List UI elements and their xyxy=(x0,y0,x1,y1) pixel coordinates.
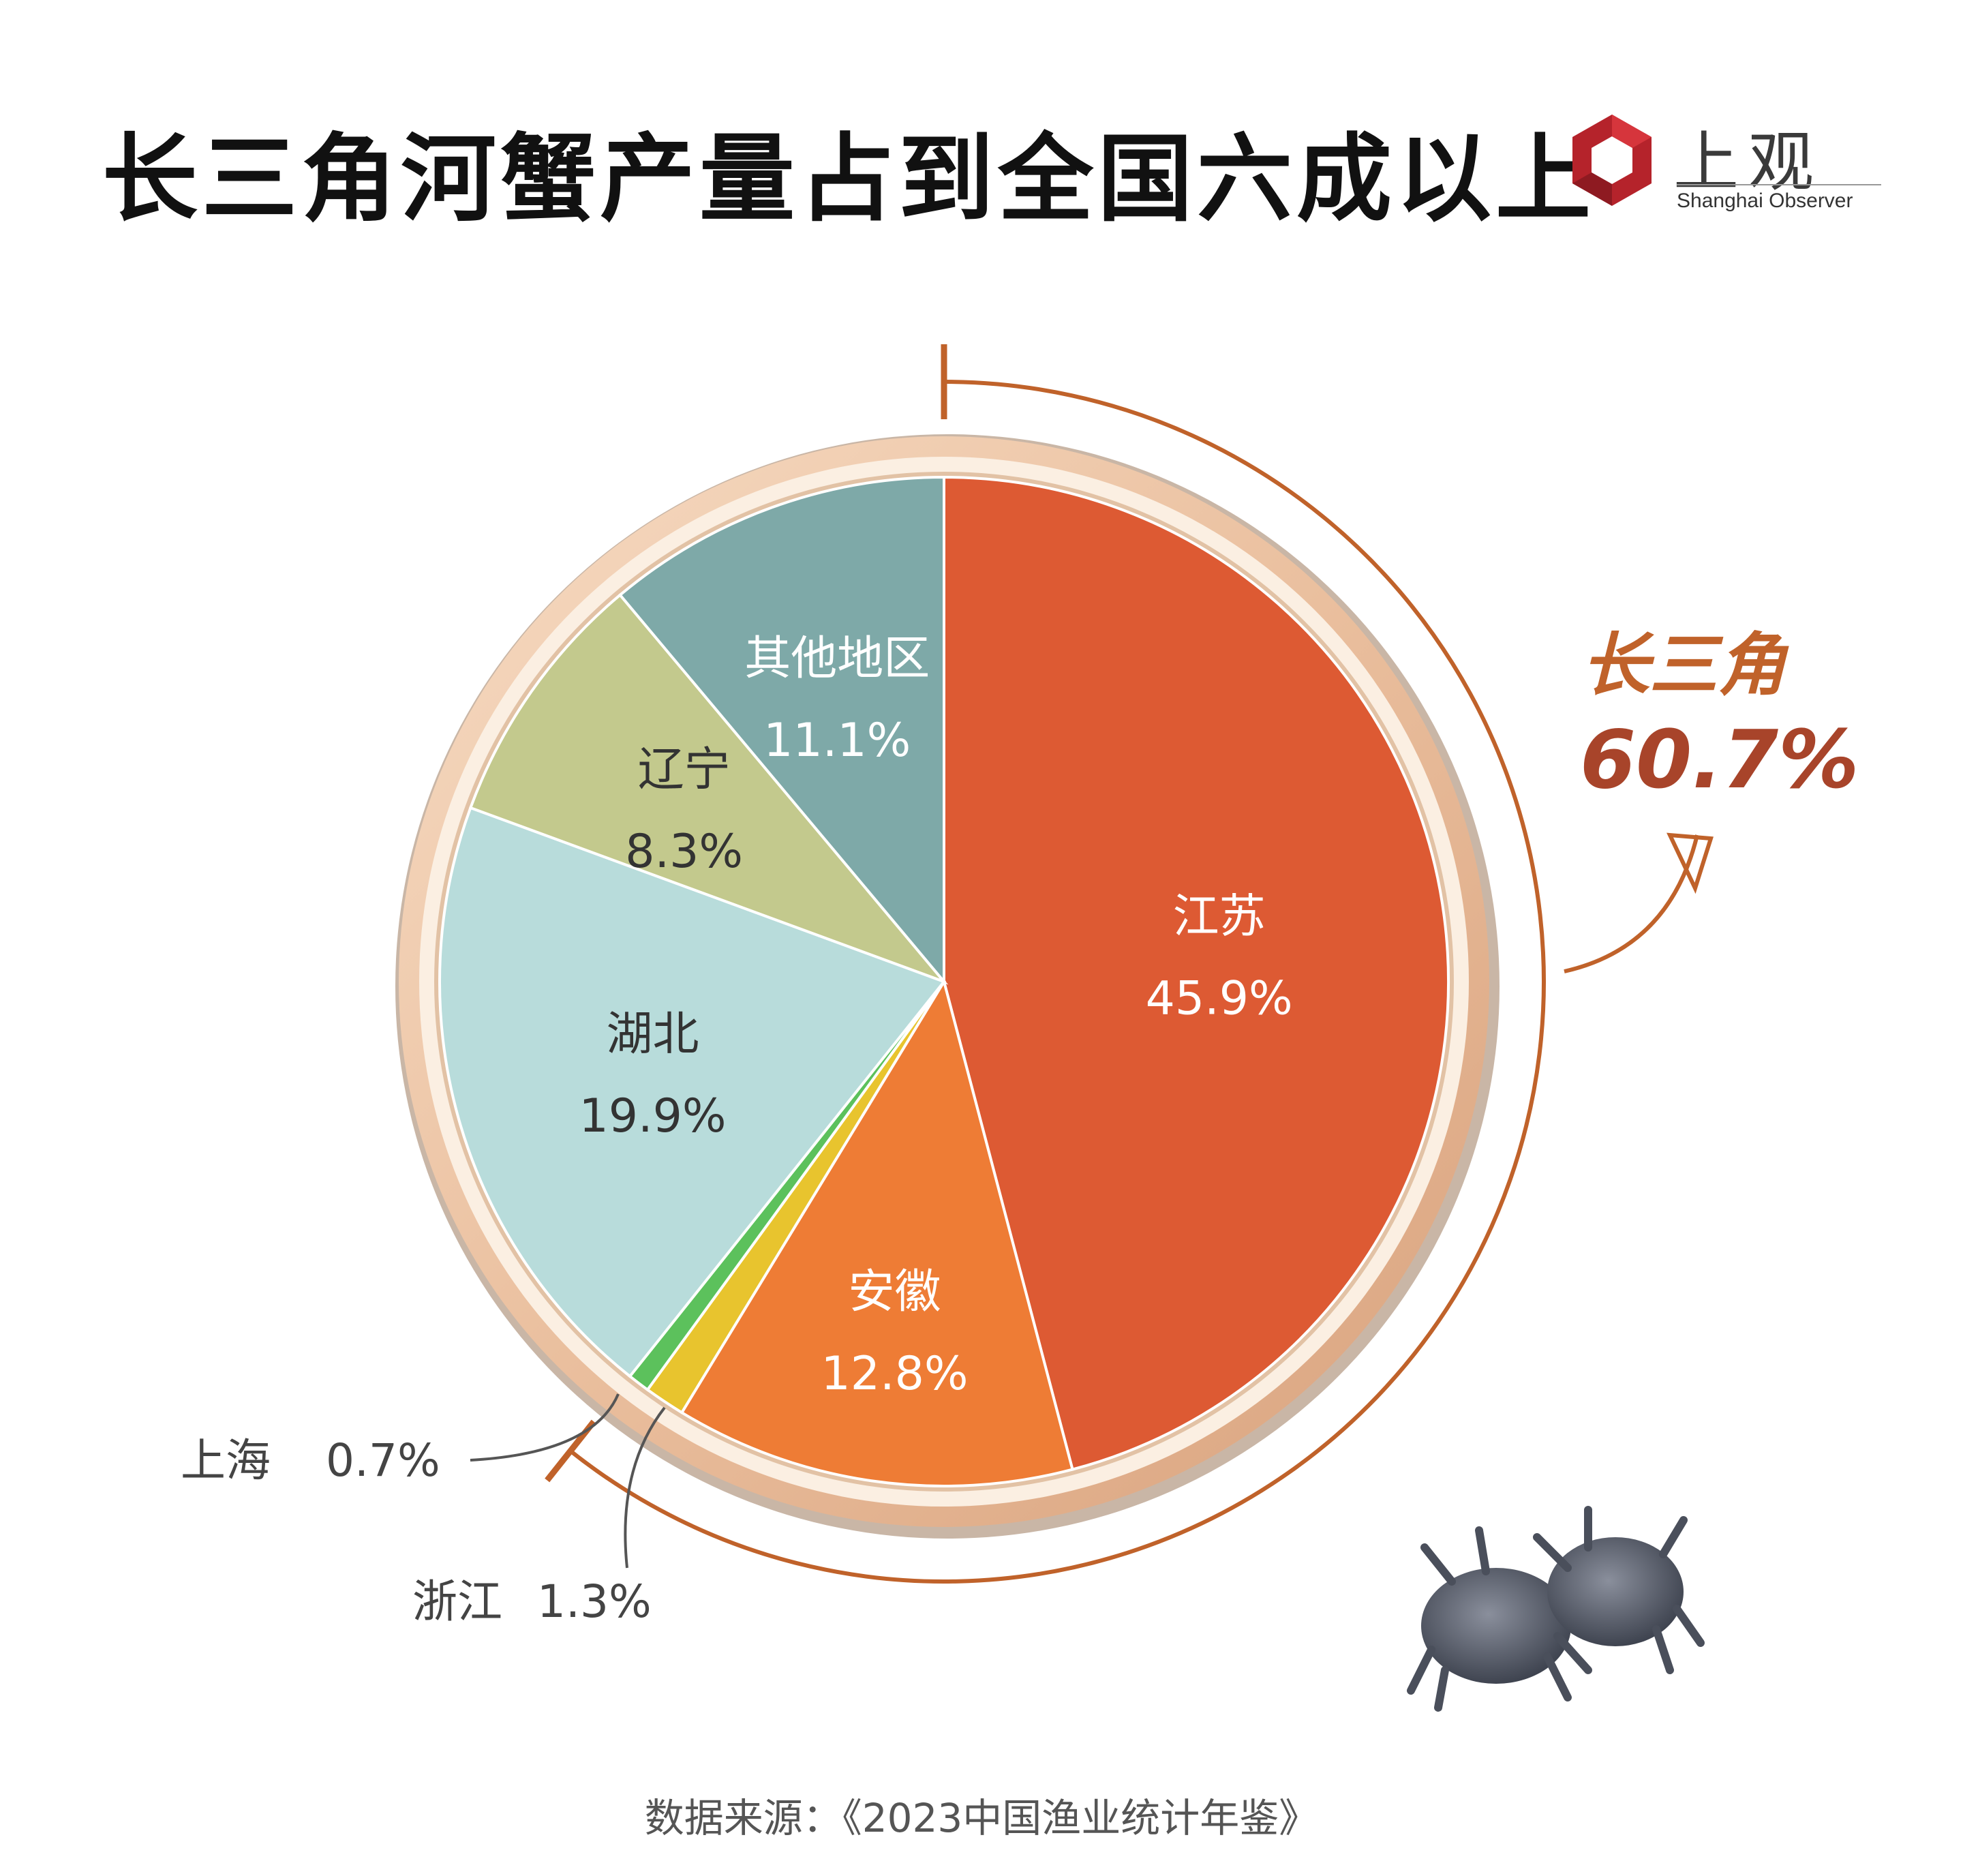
slice-label-4: 湖北 xyxy=(606,1008,699,1061)
shutter-icon xyxy=(1572,115,1652,206)
slice-label-5: 辽宁 xyxy=(638,743,731,797)
shanghai-value: 0.7% xyxy=(326,1434,440,1487)
slice-value-6: 11.1% xyxy=(763,714,911,768)
pie-slice-5 xyxy=(468,592,949,985)
pie-slice-labels: 江苏 45.9% 安徽 12.8% 湖北 19.9% 辽宁 8.3% 其他地区 11.1% xyxy=(579,632,1292,1401)
slice-label-0: 江苏 xyxy=(1173,890,1266,944)
zhejiang-label: 浙江 xyxy=(412,1575,502,1628)
shanghai-leader-line xyxy=(470,1393,620,1462)
pie-slice-6 xyxy=(618,475,945,986)
pie-slice-4 xyxy=(438,806,947,1378)
crab-illustration xyxy=(1407,1506,1705,1712)
logo-subtitle: Shanghai Observer xyxy=(1677,190,1853,212)
chart-title: 长三角河蟹产量占到全国六成以上 xyxy=(102,124,1596,235)
shanghai-label: 上海 xyxy=(181,1434,271,1487)
slice-value-0: 45.9% xyxy=(1146,972,1293,1026)
slice-value-1: 12.8% xyxy=(821,1347,969,1401)
logo-text: 上观 xyxy=(1673,124,1823,200)
logo-divider xyxy=(1677,184,1881,185)
slice-value-4: 19.9% xyxy=(579,1089,726,1143)
group-name: 长三角 xyxy=(1581,625,1789,705)
pie-slice-1 xyxy=(680,978,1074,1487)
group-arrow-head-icon xyxy=(1667,832,1714,894)
group-bracket: 长三角 60.7% xyxy=(545,344,1859,1584)
group-value: 60.7% xyxy=(1580,712,1859,806)
pie-slice-0 xyxy=(943,475,1450,1472)
slice-label-6: 其他地区 xyxy=(744,632,930,686)
pie-slices xyxy=(438,475,1450,1487)
group-arrow xyxy=(1564,834,1699,973)
slice-label-1: 安徽 xyxy=(849,1265,941,1319)
brand-logo: 上观 Shanghai Observer xyxy=(1561,109,1888,225)
data-source: 数据来源：《2023中国渔业统计年鉴》 xyxy=(644,1795,1319,1841)
slice-value-5: 8.3% xyxy=(625,825,743,879)
zhejiang-leader-line xyxy=(624,1406,666,1569)
group-bracket-arc xyxy=(569,380,1547,1584)
zhejiang-value: 1.3% xyxy=(537,1575,652,1628)
